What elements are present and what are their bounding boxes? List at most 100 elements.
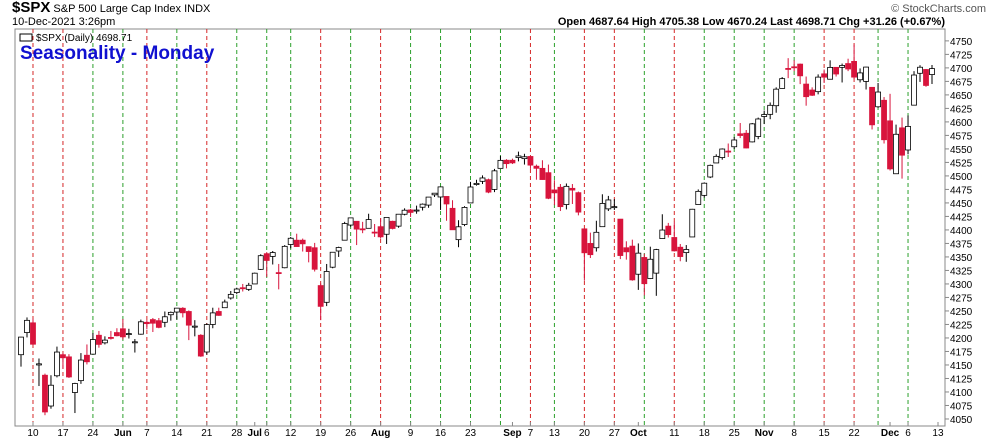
candle-body [617,218,624,256]
candle-body [257,255,264,270]
candle-body [143,321,150,325]
candle-body [359,228,366,231]
x-tick-label: 8 [791,428,797,438]
candle-body [365,219,372,229]
plot-area [18,29,949,426]
candle-body [395,213,402,227]
y-tick-label: 4200 [950,334,973,345]
candle-body [587,243,594,256]
candle-body [929,68,935,75]
legend-value: 4698.71 [96,33,133,44]
candle-body [803,83,810,98]
x-tick-label: 28 [231,428,243,438]
candle-body [791,66,798,69]
candle-body [659,229,666,239]
candle-body [293,239,300,247]
candle-body [371,231,378,234]
candle-body [137,321,144,335]
candle-body [779,78,786,89]
y-tick-label: 4750 [950,37,973,48]
candle-body [653,249,660,274]
y-tick-label: 4400 [950,226,973,237]
candle-body [131,341,138,344]
x-tick-label: 26 [345,428,357,438]
candle-body [509,159,516,164]
candle-body [893,133,899,175]
candle-body [683,249,690,254]
x-tick-label: 22 [849,428,861,438]
candle-body [335,247,342,252]
candle-body [113,332,120,337]
y-tick-label: 4175 [950,347,973,358]
candle-body [713,155,720,164]
x-tick-label: 15 [819,428,831,438]
candle-body [917,66,923,74]
candle-body [179,307,186,314]
candle-body [485,179,492,193]
candle-body [569,187,576,191]
quote-value: 4670.24 [727,16,768,28]
candle-body [455,226,462,241]
quote-label: Low [702,16,724,28]
quote-value: 4705.38 [659,16,699,28]
candle-body [839,65,845,68]
x-tick-label: 17 [57,428,69,438]
candle-body [161,316,168,323]
candle-body [389,220,396,229]
quote: Open 4687.64 High 4705.38 Low 4670.24 La… [558,16,946,28]
candle-body [923,69,929,86]
y-tick-label: 4275 [950,293,973,304]
candle-body [737,133,744,136]
x-tick-label: 14 [171,428,183,438]
candle-body [275,272,282,275]
x-tick-label: 25 [729,428,741,438]
candle-body [443,196,450,205]
candle-body [491,170,498,190]
candle-body [551,189,558,194]
candle-body [869,86,875,126]
y-tick-label: 4150 [950,361,973,372]
candle-body [419,203,426,208]
candle-body [467,186,474,204]
candle-body [515,155,522,158]
candle-body [149,319,156,324]
y-tick-label: 4650 [950,91,973,102]
candle-body [245,284,252,290]
x-tick-label: Jul [248,428,263,438]
candle-body [845,63,851,70]
quote-label: Chg [839,16,860,28]
x-tick-label: Jun [114,428,132,438]
y-tick-label: 4550 [950,145,973,156]
candle-body [809,89,816,96]
candle-body [905,125,911,151]
y-tick-label: 4250 [950,307,973,318]
candle-body [108,337,114,339]
candle-body [671,237,678,252]
candle-body [431,192,438,196]
candle-body [251,272,258,285]
candle-body [54,351,60,377]
y-tick-label: 4700 [950,64,973,75]
candle-body [84,354,90,363]
candle-body [269,252,276,257]
candle-body [731,139,738,148]
legend-icon [19,33,33,42]
x-tick-label: 20 [579,428,591,438]
candle-body [641,257,648,285]
candle-body [797,63,804,77]
candle-body [96,334,102,345]
candle-body [24,319,30,333]
x-tick-label: 12 [285,428,297,438]
candle-body [78,359,84,382]
candle-body [911,74,917,106]
timestamp: 10-Dec-2021 3:26pm [12,16,115,28]
x-tick-label: 6 [905,428,911,438]
candle-body [125,333,132,335]
candle-body [623,247,630,253]
candle-body [305,246,312,252]
x-tick-label: 18 [699,428,711,438]
candle-body [767,104,774,115]
candle-body [353,220,360,230]
candle-body [533,165,540,169]
